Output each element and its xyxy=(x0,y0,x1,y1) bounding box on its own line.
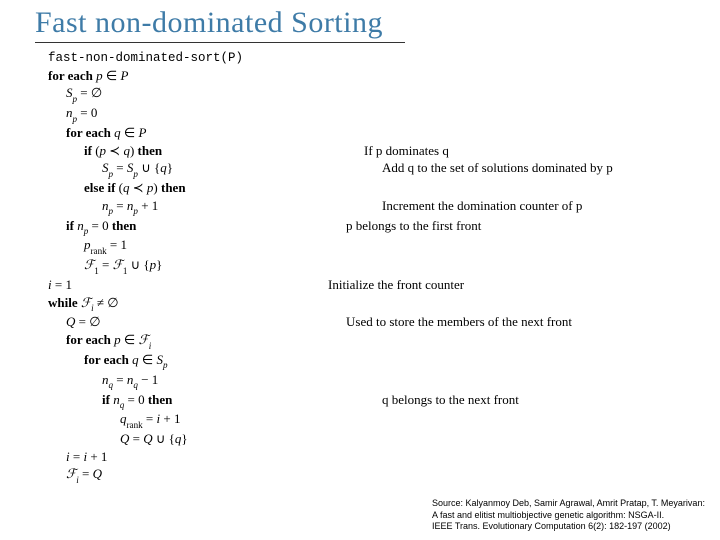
algo-line: i = 1 Initialize the front counter xyxy=(48,276,668,294)
algorithm-block: fast-non-dominated-sort(P) for each p ∈ … xyxy=(48,48,668,485)
slide-title: Fast non-dominated Sorting xyxy=(35,6,383,40)
algo-line: Q = ∅ Used to store the members of the n… xyxy=(48,313,668,331)
algo-line: ℱi = Q xyxy=(48,465,668,485)
algo-line: Sp = ∅ xyxy=(48,84,668,104)
algo-line: nq = nq − 1 xyxy=(48,371,668,391)
algo-line: qrank = i + 1 xyxy=(48,410,668,430)
algo-line: while ℱi ≠ ∅ xyxy=(48,294,668,314)
algo-header-row: fast-non-dominated-sort(P) xyxy=(48,48,668,67)
source-line: Source: Kalyanmoy Deb, Samir Agrawal, Am… xyxy=(432,498,712,509)
algo-line: else if (q ≺ p) then xyxy=(48,179,668,197)
algo-line: prank = 1 xyxy=(48,236,668,256)
algo-header: fast-non-dominated-sort(P) xyxy=(48,48,328,67)
algo-line: if (p ≺ q) then If p dominates q xyxy=(48,142,668,160)
algo-line: for each q ∈ Sp xyxy=(48,351,668,371)
algo-line: for each p ∈ P xyxy=(48,67,668,85)
algo-line: for each q ∈ P xyxy=(48,124,668,142)
source-citation: Source: Kalyanmoy Deb, Samir Agrawal, Am… xyxy=(432,498,712,532)
source-line: A fast and elitist multiobjective geneti… xyxy=(432,510,712,521)
algo-line: np = 0 xyxy=(48,104,668,124)
algo-line: Q = Q ∪ {q} xyxy=(48,430,668,448)
algo-line: for each p ∈ ℱi xyxy=(48,331,668,351)
slide: Fast non-dominated Sorting fast-non-domi… xyxy=(0,0,720,540)
algo-line: ℱ1 = ℱ1 ∪ {p} xyxy=(48,256,668,276)
algo-line: if np = 0 then p belongs to the first fr… xyxy=(48,217,668,237)
algo-line: i = i + 1 xyxy=(48,448,668,466)
title-underline xyxy=(35,42,405,43)
algo-line: if nq = 0 then q belongs to the next fro… xyxy=(48,391,668,411)
source-line: IEEE Trans. Evolutionary Computation 6(2… xyxy=(432,521,712,532)
algo-line: Sp = Sp ∪ {q} Add q to the set of soluti… xyxy=(48,159,668,179)
algo-line: np = np + 1 Increment the domination cou… xyxy=(48,197,668,217)
